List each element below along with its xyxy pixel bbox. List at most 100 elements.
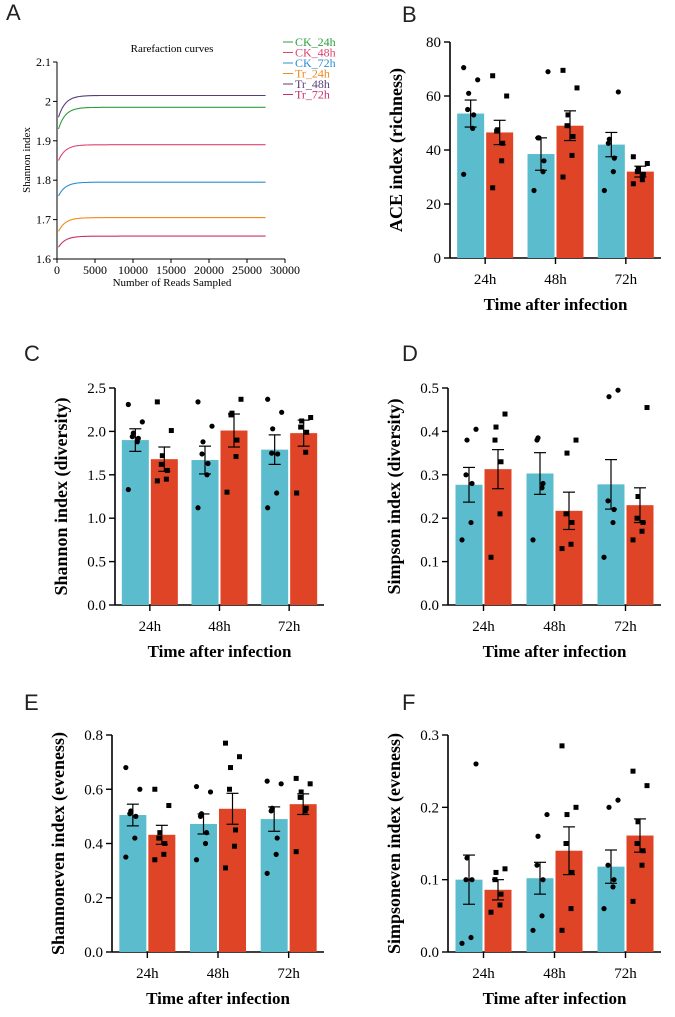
data-point-tr — [563, 511, 569, 517]
x-tick-label: 72h — [614, 966, 637, 982]
y-axis-label: Shannon index (diversity) — [51, 397, 72, 595]
data-point-ck — [541, 158, 547, 164]
data-point-tr — [490, 185, 496, 191]
data-point-tr — [488, 554, 494, 560]
data-point-tr — [635, 494, 641, 499]
y-tick-label: 0.4 — [420, 424, 439, 440]
data-point-ck — [199, 451, 205, 457]
data-point-tr — [630, 181, 636, 187]
data-point-tr — [298, 424, 304, 430]
data-point-ck — [540, 877, 546, 883]
data-point-tr — [168, 428, 174, 434]
x-tick-label: 48h — [543, 619, 566, 635]
bar-tr-72h — [290, 433, 318, 605]
data-point-tr — [569, 869, 575, 875]
data-point-tr — [634, 169, 640, 175]
data-point-tr — [639, 177, 645, 183]
data-point-tr — [152, 857, 158, 863]
data-point-tr — [159, 453, 165, 459]
data-point-tr — [492, 437, 498, 443]
data-point-ck — [539, 485, 545, 491]
data-point-ck — [463, 877, 469, 883]
bar-ck-72h — [260, 819, 288, 952]
data-point-tr — [166, 803, 172, 809]
data-point-ck — [195, 505, 201, 511]
data-point-tr — [233, 454, 239, 460]
data-point-ck — [475, 77, 481, 83]
x-tick-label: 72h — [614, 619, 637, 635]
y-tick-label: 1.5 — [87, 468, 106, 484]
data-point-ck — [611, 155, 617, 161]
data-point-tr — [162, 841, 168, 846]
bar-ck-24h — [119, 815, 147, 952]
data-point-tr — [234, 437, 240, 443]
data-point-tr — [573, 804, 579, 810]
legend-entry: Tr_24h — [295, 67, 330, 81]
data-point-tr — [502, 411, 508, 417]
data-point-ck — [279, 409, 285, 415]
y-axis-label: Shannoneven index (eveness) — [48, 732, 69, 955]
data-point-tr — [223, 865, 228, 871]
data-point-ck — [132, 835, 138, 841]
data-point-ck — [469, 877, 475, 883]
x-tick-label: 48h — [543, 966, 566, 982]
legend-entry: CK_72h — [295, 56, 336, 70]
data-point-tr — [500, 140, 506, 146]
x-tick-label: 48h — [207, 966, 230, 982]
data-point-tr — [303, 805, 309, 811]
x-tick-label: 72h — [277, 966, 300, 982]
x-tick-label: 30000 — [270, 263, 300, 277]
data-point-tr — [498, 891, 504, 897]
y-tick-label: 0.1 — [420, 555, 439, 571]
data-point-tr — [238, 396, 244, 402]
curve-tr_72h — [58, 235, 266, 248]
data-point-tr — [630, 898, 636, 904]
data-point-tr — [640, 848, 646, 854]
data-point-tr — [630, 537, 636, 543]
data-point-ck — [275, 451, 281, 457]
data-point-ck — [204, 472, 210, 478]
data-point-tr — [564, 812, 570, 818]
data-point-tr — [224, 489, 230, 495]
y-tick-label: 0 — [434, 251, 442, 267]
panel-letter-b: B — [402, 2, 417, 27]
data-point-ck — [459, 940, 465, 946]
curve-tr_24h — [58, 217, 266, 232]
data-point-ck — [469, 480, 475, 487]
data-point-ck — [466, 90, 472, 96]
data-point-tr — [568, 541, 574, 547]
x-tick-label: 72h — [615, 272, 638, 288]
data-point-ck — [530, 537, 536, 543]
bar-ck-24h — [121, 440, 149, 605]
data-point-ck — [468, 934, 474, 941]
bar-tr-72h — [626, 835, 654, 952]
x-tick-label: 5000 — [83, 263, 107, 277]
y-tick-label: 1.0 — [87, 511, 106, 527]
data-point-ck — [473, 426, 479, 432]
data-point-tr — [502, 866, 508, 872]
data-point-ck — [615, 387, 621, 393]
data-point-tr — [560, 67, 566, 73]
x-tick-label: 72h — [278, 619, 301, 635]
data-point-ck — [137, 786, 143, 792]
data-point-ck — [193, 783, 200, 790]
y-tick-label: 0.3 — [420, 468, 439, 484]
data-point-ck — [207, 789, 214, 795]
data-point-ck — [209, 423, 215, 429]
data-point-tr — [308, 415, 314, 421]
panel-letter-a: A — [6, 0, 21, 25]
x-axis-label: Time after infection — [484, 295, 628, 314]
data-point-ck — [473, 761, 479, 767]
data-point-tr — [495, 127, 501, 133]
data-point-ck — [461, 171, 467, 177]
y-tick-label: 0.0 — [420, 945, 439, 961]
data-point-ck — [133, 813, 139, 819]
x-axis-label: Time after infection — [146, 989, 290, 1008]
data-point-ck — [135, 435, 141, 441]
data-point-tr — [574, 85, 580, 91]
data-point-tr — [229, 410, 235, 416]
x-tick-label: 24h — [472, 966, 495, 982]
legend-entry: Tr_72h — [295, 88, 330, 102]
data-point-ck — [128, 808, 134, 814]
